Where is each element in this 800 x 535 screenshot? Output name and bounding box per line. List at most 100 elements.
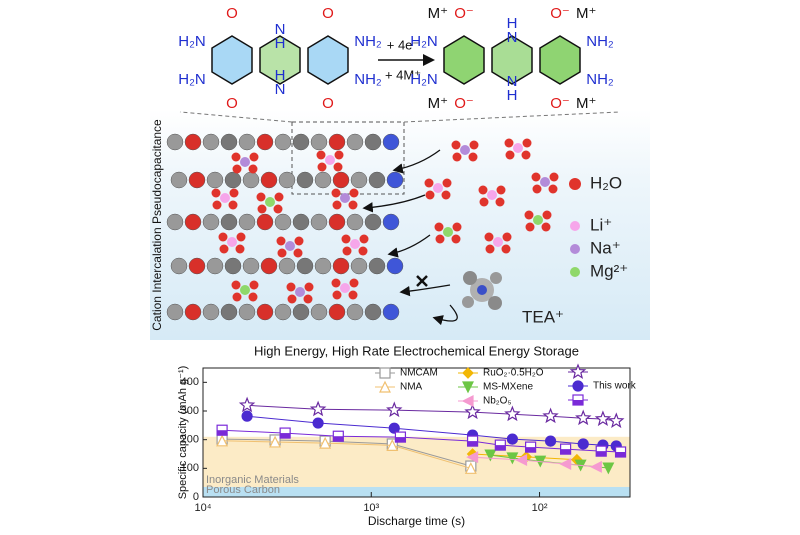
oxygen bbox=[348, 290, 358, 300]
marker bbox=[515, 454, 528, 466]
reduced-labels: M⁺ O⁻ O⁻ M⁺ M⁺ O⁻ O⁻ M⁺ H₂N H₂N NH₂ NH₂ … bbox=[410, 5, 614, 112]
oxygen bbox=[496, 185, 506, 195]
oxygen bbox=[521, 150, 531, 160]
oxygen bbox=[522, 138, 532, 148]
atom bbox=[224, 257, 242, 275]
atom bbox=[184, 303, 202, 321]
atom bbox=[328, 213, 346, 231]
oxygen bbox=[277, 248, 287, 258]
oxygen bbox=[442, 178, 452, 188]
atom bbox=[314, 257, 332, 275]
oxygen bbox=[256, 192, 266, 202]
y-tick-label: 100 bbox=[181, 462, 199, 474]
reaction-electrons: + 4e⁻ bbox=[387, 37, 420, 52]
marker bbox=[388, 422, 400, 434]
oxygen bbox=[469, 140, 479, 150]
oxygen bbox=[424, 178, 434, 188]
atom bbox=[224, 171, 242, 189]
atom bbox=[238, 303, 256, 321]
oxygen bbox=[219, 244, 229, 254]
atom-label: H bbox=[507, 15, 518, 32]
marker bbox=[269, 435, 282, 448]
atom bbox=[220, 303, 238, 321]
legend-label: Mg²⁺ bbox=[590, 261, 628, 280]
atom bbox=[166, 303, 184, 321]
molecules bbox=[211, 35, 581, 85]
atom bbox=[364, 213, 382, 231]
atom bbox=[256, 213, 274, 231]
atom bbox=[242, 257, 260, 275]
marker bbox=[466, 451, 479, 464]
ion bbox=[487, 190, 497, 200]
oxygen bbox=[505, 150, 515, 160]
oxygen bbox=[212, 200, 222, 210]
marker-fill bbox=[395, 437, 406, 443]
legend-label: MS-MXene bbox=[483, 382, 533, 393]
oxygen bbox=[349, 188, 359, 198]
atom-label: N bbox=[507, 29, 518, 46]
marker-fill bbox=[333, 436, 344, 442]
oxygen bbox=[294, 236, 304, 246]
oxygen bbox=[274, 192, 284, 202]
atom bbox=[202, 213, 220, 231]
marker bbox=[608, 412, 625, 429]
atom-label: O⁻ bbox=[550, 95, 570, 112]
oxygen bbox=[548, 184, 558, 194]
x-axis-label: Discharge time (s) bbox=[368, 514, 465, 528]
plot-frame bbox=[202, 367, 631, 498]
oxygen bbox=[248, 164, 258, 174]
atom-label: M⁺ bbox=[428, 95, 448, 112]
oxygen bbox=[524, 210, 534, 220]
series-line bbox=[222, 429, 621, 453]
atom bbox=[364, 133, 382, 151]
atom bbox=[310, 303, 328, 321]
oxygen bbox=[541, 222, 551, 232]
marker bbox=[484, 449, 497, 462]
atom bbox=[368, 257, 386, 275]
oxygen bbox=[304, 282, 314, 292]
ion bbox=[325, 155, 335, 165]
oxygen bbox=[435, 234, 445, 244]
atom bbox=[184, 133, 202, 151]
atom bbox=[188, 171, 206, 189]
atom-label: N bbox=[275, 81, 286, 98]
atom bbox=[332, 171, 350, 189]
atom bbox=[364, 303, 382, 321]
series-line bbox=[472, 456, 597, 468]
marker bbox=[544, 435, 557, 447]
oxygen bbox=[349, 278, 359, 288]
tea-atom bbox=[462, 296, 474, 308]
oxygen bbox=[434, 222, 444, 232]
legend-water bbox=[569, 178, 581, 190]
oxygen bbox=[331, 278, 341, 288]
ion bbox=[533, 215, 543, 225]
legend-label: H₂O bbox=[590, 173, 622, 192]
atom-label: O bbox=[226, 95, 238, 112]
oxygen bbox=[451, 234, 461, 244]
oxygen bbox=[228, 200, 238, 210]
oxygen bbox=[229, 188, 239, 198]
marker bbox=[577, 438, 589, 450]
marker bbox=[572, 380, 584, 392]
oxygen bbox=[231, 152, 241, 162]
atom-label: H bbox=[507, 87, 518, 104]
ion bbox=[350, 239, 360, 249]
atom-label: O⁻ bbox=[550, 5, 570, 22]
marker bbox=[569, 363, 587, 380]
marker bbox=[504, 405, 521, 422]
ion bbox=[443, 227, 453, 237]
oxygen bbox=[485, 244, 495, 254]
oxygen bbox=[211, 188, 221, 198]
atom bbox=[220, 213, 238, 231]
atom bbox=[206, 257, 224, 275]
ion bbox=[433, 183, 443, 193]
oxygen bbox=[484, 232, 494, 242]
atom bbox=[310, 213, 328, 231]
marker bbox=[462, 381, 474, 394]
oxygen bbox=[359, 234, 369, 244]
blocked-mark bbox=[416, 275, 428, 287]
oxygen bbox=[316, 150, 326, 160]
atom bbox=[350, 171, 368, 189]
atom bbox=[278, 257, 296, 275]
marker bbox=[462, 367, 474, 379]
